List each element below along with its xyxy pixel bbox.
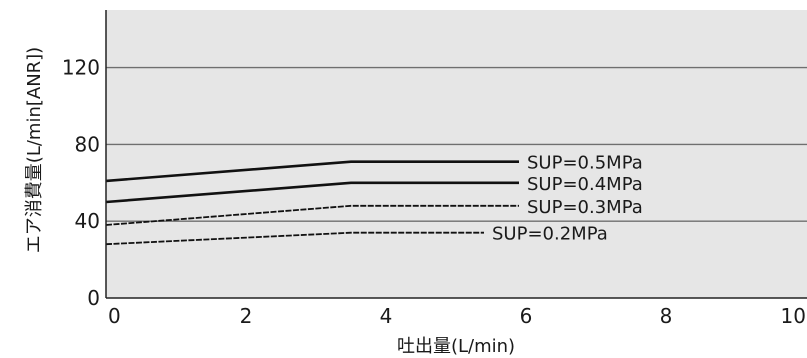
x-tick-8: 8: [660, 304, 673, 328]
series-label-4: SUP=0.2MPa: [492, 224, 608, 245]
x-tick-2: 2: [240, 304, 253, 328]
series-layer: [105, 160, 519, 246]
series-label-3: SUP=0.3MPa: [527, 197, 643, 218]
series-line-4: [105, 231, 484, 246]
x-tick-labels: 0 2 4 6 8 10: [108, 304, 806, 328]
series-label-2: SUP=0.4MPa: [527, 174, 643, 195]
y-tick-80: 80: [75, 132, 100, 156]
grid-lines: [106, 66, 807, 222]
x-tick-4: 4: [380, 304, 393, 328]
series-line-3: [105, 204, 519, 226]
series-line-2: [105, 181, 519, 204]
y-axis-title: エア消費量(L/min[ANR]): [24, 47, 45, 253]
y-tick-0: 0: [87, 286, 100, 310]
x-axis-title: 吐出量(L/min): [397, 336, 515, 357]
series-label-1: SUP=0.5MPa: [527, 153, 643, 174]
x-tick-6: 6: [520, 304, 533, 328]
plot-background: [106, 10, 807, 298]
y-tick-120: 120: [62, 56, 100, 80]
x-tick-10: 10: [781, 304, 806, 328]
series-line-1: [105, 160, 519, 183]
y-tick-labels: 0 40 80 120: [62, 56, 100, 310]
x-tick-0: 0: [108, 304, 121, 328]
y-tick-40: 40: [75, 209, 100, 233]
